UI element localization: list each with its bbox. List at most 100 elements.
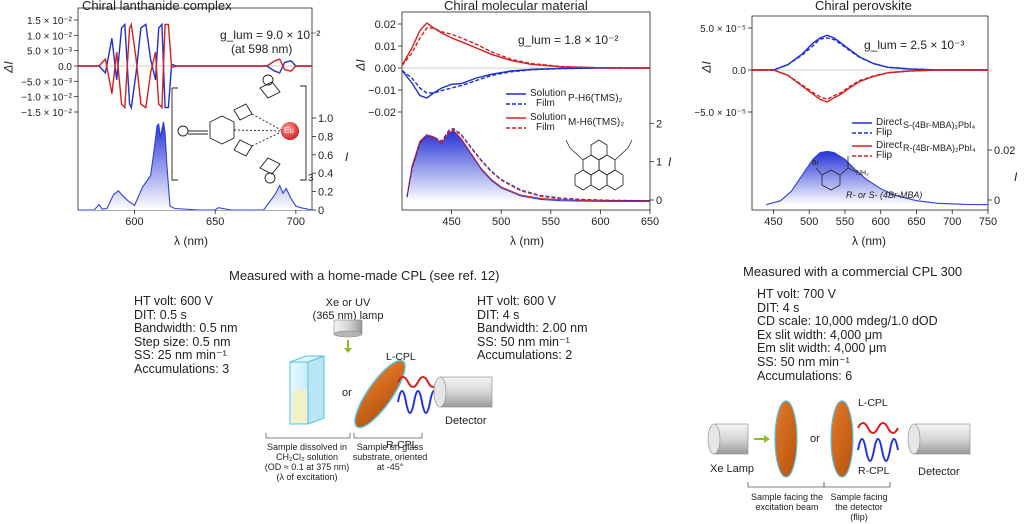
detector-label-left: Detector: [445, 415, 487, 427]
rcpl-wave: [397, 390, 439, 414]
panel3-legend-group-1: S-(4Br-MBA)₂PbI₄: [903, 120, 976, 130]
setup-right-params: HT volt: 700 V DIT: 4 s CD scale: 10,000…: [757, 287, 938, 383]
param-line: Bandwidth: 2.00 nm: [477, 321, 588, 336]
panel2-ylabel-bottom: I: [668, 155, 672, 169]
panel3-xtick-label: 550: [836, 216, 854, 228]
note-facing-beam: Sample facing the excitation beam: [742, 492, 832, 512]
lamp-right: [707, 423, 749, 455]
param-line: HT volt: 700 V: [757, 287, 836, 301]
panel2-xtick-label: 500: [492, 216, 510, 228]
panel1-ytick-label: 5.0 × 10⁻³: [27, 47, 73, 58]
note-line: Sample dissolved in: [266, 442, 348, 452]
panel3-ytick-right-label: 0.02: [994, 145, 1015, 157]
panel1-intensity-series-1: [78, 121, 313, 211]
note-line: (OD ≈ 0.1 at 375 nm): [264, 462, 350, 472]
panel2-dI-series-4: [401, 27, 651, 69]
panel3-ytick-label: 0.0: [732, 66, 746, 77]
panel3-ytick-label: 5.0 × 10⁻⁵: [700, 24, 746, 35]
setup-left-params-1: HT volt: 600 V DIT: 0.5 s Bandwidth: 0.5…: [134, 294, 238, 377]
panel3-dI-series-4: [752, 69, 988, 101]
panel3-legend-label-1: Direct: [876, 117, 903, 128]
panel2-intensity-series-2-pair: [406, 127, 651, 201]
param-line: CD scale: 10,000 mdeg/1.0 dOD: [757, 314, 938, 329]
param-line: Step size: 0.5 nm: [134, 334, 231, 349]
panel3-legend-group-2: R-(4Br-MBA)₂PbI₄: [903, 143, 976, 153]
note-line: excitation beam: [755, 502, 819, 512]
mba-structure-sketch: [815, 156, 857, 191]
panel2-ytick-right-label: 1: [656, 157, 662, 169]
charts-figure: 600 650 700 1.5 × 10⁻² 1.0 × 10⁻² 5.0 × 10⁻³ 0…: [21, 7, 1015, 228]
panel1-ytick-label: −5.0 × 10⁻³: [21, 77, 73, 88]
sample-facing-detector: [830, 400, 854, 478]
lamp-label-left-1: Xe or UV: [325, 297, 371, 309]
panel1-intensity-fill: [78, 121, 312, 210]
panel2-ytick-label: 0.02: [375, 19, 396, 31]
setup-left-params-2: HT volt: 600 V DIT: 4 s Bandwidth: 2.00 …: [477, 294, 588, 363]
detector-left: [433, 376, 493, 408]
europium-ion: [281, 122, 299, 140]
panel3-ylabel-bottom: I: [1014, 170, 1018, 184]
panel2-intensity-series-1-pair: [406, 129, 650, 201]
param-line: SS: 50 nm min⁻¹: [757, 354, 850, 369]
panel3-dI-series-2: [752, 37, 988, 71]
panel1-title: Chiral lanthanide complex: [82, 0, 232, 13]
panel2-intensity-series-1: [406, 130, 650, 203]
panel1-ytick-label: −1.0 × 10⁻²: [21, 93, 73, 104]
lcpl-label-left: L-CPL: [386, 351, 416, 363]
param-line: DIT: 0.5 s: [134, 307, 187, 322]
panel3-ytick-label: −5.0 × 10⁻⁵: [694, 108, 746, 119]
param-line: DIT: 4 s: [757, 300, 800, 315]
sample-facing-beam: [774, 400, 798, 478]
or-label-right: or: [810, 433, 820, 445]
note-line: Sample facing the: [750, 492, 824, 502]
note-line: the detector: [835, 502, 883, 512]
note-line: (flip): [850, 512, 868, 522]
param-line: Accumulations: 6: [757, 368, 853, 383]
panel2-intensity-fill: [407, 131, 650, 202]
panel3-legend-label-3: Direct: [876, 140, 903, 151]
panel3-title: Chiral perovskite: [815, 0, 912, 13]
panel3-xtick-label: 500: [800, 216, 818, 228]
panel1-xtick-label: 650: [206, 216, 224, 228]
panel1-structure-subscript: 3: [308, 173, 314, 184]
panel1-ytick-label: 1.5 × 10⁻²: [27, 16, 73, 27]
note-line: at -45°: [376, 462, 404, 472]
panel1-ytick-right-label: 0: [318, 205, 324, 217]
panel3-xtick-label: 650: [907, 216, 925, 228]
param-line: Accumulations: 2: [477, 348, 573, 363]
panel1-ytick-right-label: 0.4: [318, 168, 333, 180]
panel2-ylabel-top: ΔI: [353, 59, 368, 71]
panel3-xtick-label: 750: [979, 216, 997, 228]
setup-right-caption: Measured with a commercial CPL 300: [743, 264, 963, 279]
lamp-label-left-2: (365 nm) lamp: [312, 310, 384, 322]
panel3-intensity-fill: [766, 151, 988, 205]
panel2-ytick-right-label: 0: [656, 195, 662, 207]
lamp-label-right: Xe Lamp: [710, 463, 754, 475]
panel2-ytick-label: −0.01: [368, 85, 396, 97]
lanthanide-structure-sketch: [171, 74, 307, 184]
panel2-xtick-label: 650: [641, 216, 659, 228]
panel2-legend-label-1: Solution: [530, 88, 567, 99]
panel2-legend-group-1: P-H6(TMS)₂: [568, 93, 623, 104]
panel3-ytick-right-label: 0: [994, 195, 1000, 207]
cuvette: [289, 355, 325, 425]
detector-right: [907, 423, 971, 455]
panel3-xlabel: λ (nm): [852, 234, 886, 248]
panel3-legend-label-2: Flip: [876, 127, 893, 138]
panel2-xtick-label: 450: [442, 216, 460, 228]
or-label-left: or: [342, 387, 352, 399]
panel1-dI-series-2: [78, 22, 312, 110]
lcpl-wave-right: [857, 422, 899, 434]
panel2-dI-series-2: [401, 67, 650, 94]
panel2-ytick-label: 0.01: [375, 41, 396, 53]
panel1-ytick-label: 1.0 × 10⁻²: [27, 31, 73, 42]
lamp-left: [333, 319, 363, 338]
panel3-structure-atom-nh2: NH₂: [856, 170, 869, 177]
panel1-ylabel-bottom: I: [345, 150, 349, 164]
panel3-legend-label-4: Flip: [876, 150, 893, 161]
note-line: substrate, oriented: [352, 452, 428, 462]
panel2-legend-label-2: Film: [536, 98, 555, 109]
panel2-legend-group-2: M-H6(TMS)₂: [568, 117, 625, 128]
panel2-xlabel: λ (nm): [510, 234, 544, 248]
panel1-ytick-right-label: 0.2: [318, 187, 333, 199]
